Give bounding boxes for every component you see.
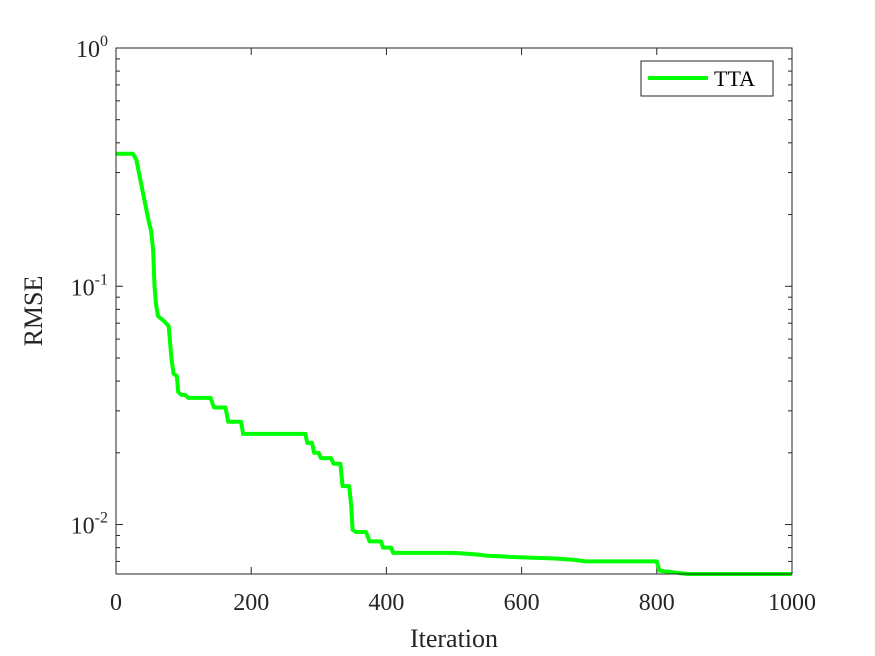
y-tick-exponent: -1 xyxy=(95,271,108,288)
y-tick-label: 10-2 xyxy=(71,510,108,540)
y-tick-base: 10 xyxy=(71,275,95,301)
plot-frame xyxy=(115,47,793,575)
y-axis-label: RMSE xyxy=(19,276,48,347)
y-tick-exponent: -2 xyxy=(95,510,108,527)
x-tick-label: 0 xyxy=(110,590,122,616)
y-tick-label: 100 xyxy=(76,33,108,63)
series-line-tta xyxy=(116,151,792,576)
x-tick-label: 200 xyxy=(233,590,269,616)
legend-label-tta: TTA xyxy=(714,66,755,91)
y-tick-base: 10 xyxy=(76,37,100,63)
x-tick-label: 800 xyxy=(639,590,675,616)
x-tick-label: 600 xyxy=(504,590,540,616)
y-tick-base: 10 xyxy=(71,514,95,540)
legend: TTA xyxy=(640,60,774,97)
plot-area xyxy=(116,48,792,574)
x-tick-label: 1000 xyxy=(768,590,816,616)
y-tick-exponent: 0 xyxy=(100,33,108,50)
y-tick-label: 10-1 xyxy=(71,271,108,301)
x-axis-label: Iteration xyxy=(410,624,498,653)
x-tick-label: 400 xyxy=(368,590,404,616)
series-layer xyxy=(116,151,792,576)
